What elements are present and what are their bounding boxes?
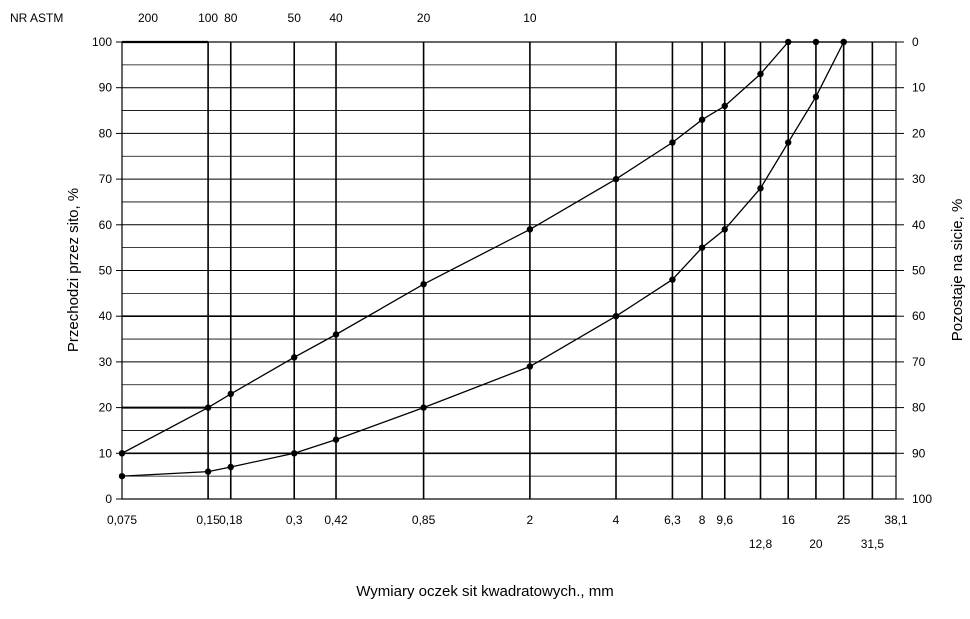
data-point (669, 139, 676, 146)
y-tick-label: 70 (99, 172, 113, 186)
data-point (291, 450, 298, 457)
y-tick-label: 20 (99, 401, 113, 415)
astm-tick-label: 20 (417, 11, 431, 25)
data-point (612, 175, 620, 183)
x-tick-label: 9,6 (716, 513, 733, 527)
data-point (757, 70, 764, 78)
x-tick-label: 12,8 (749, 537, 773, 551)
y2-tick-label: 30 (912, 172, 926, 186)
y-tick-label: 90 (99, 81, 113, 95)
y2-axis-title: Pozostaje na sicie, % (949, 199, 966, 342)
data-point (669, 276, 676, 283)
data-point (785, 38, 792, 46)
y-tick-label: 100 (92, 35, 112, 49)
y-tick-label: 0 (105, 492, 112, 506)
x-tick-label: 8 (699, 513, 706, 527)
x-tick-label: 0,18 (219, 513, 243, 527)
data-point (227, 463, 234, 471)
sieve-lines (207, 42, 874, 499)
astm-tick-label: 10 (523, 11, 537, 25)
y2-tick-label: 0 (912, 35, 919, 49)
astm-tick-label: 80 (224, 11, 238, 25)
y-tick-label: 50 (99, 264, 113, 278)
astm-tick-label: 50 (288, 11, 302, 25)
y2-tick-label: 100 (912, 492, 932, 506)
data-point (291, 354, 298, 361)
data-point (118, 472, 126, 480)
plot-frame (116, 41, 904, 500)
y2-tick-label: 40 (912, 218, 926, 232)
x-axis-title: Wymiary oczek sit kwadratowych., mm (356, 583, 614, 600)
x-tick-label: 4 (613, 513, 620, 527)
tick-labels: 0102030405060708090100100908070605040302… (92, 11, 932, 551)
y2-tick-label: 70 (912, 355, 926, 369)
data-point (332, 436, 340, 443)
x-tick-label: 25 (837, 513, 851, 527)
data-point (227, 390, 234, 398)
data-point (526, 363, 534, 370)
data-point (840, 38, 847, 46)
data-point (526, 226, 534, 233)
data-point (698, 116, 706, 123)
data-point (698, 244, 706, 251)
astm-tick-label: 100 (198, 11, 218, 25)
x-tick-label: 38,1 (884, 513, 908, 527)
x-tick-label: 20 (809, 537, 823, 551)
series-layer (118, 38, 847, 480)
x-tick-label: 0,85 (412, 513, 436, 527)
y2-tick-label: 90 (912, 446, 926, 460)
data-point (785, 139, 792, 146)
astm-tick-label: 200 (138, 11, 158, 25)
data-point (812, 38, 820, 46)
y-tick-label: 40 (99, 309, 113, 323)
data-point (332, 331, 340, 338)
astm-label: NR ASTM (10, 11, 63, 25)
data-point (204, 468, 212, 475)
data-point (204, 404, 212, 411)
data-point (612, 313, 620, 320)
x-tick-label: 0,15 (196, 513, 220, 527)
y-tick-label: 30 (99, 355, 113, 369)
x-tick-label: 0,3 (286, 513, 303, 527)
astm-tick-label: 40 (329, 11, 343, 25)
y-tick-label: 60 (99, 218, 113, 232)
x-tick-label: 16 (782, 513, 796, 527)
y2-tick-label: 60 (912, 309, 926, 323)
y-tick-label: 80 (99, 126, 113, 140)
data-point (420, 281, 427, 288)
data-point (721, 102, 728, 110)
y-tick-label: 10 (99, 446, 113, 460)
x-tick-label: 2 (527, 513, 534, 527)
x-tick-label: 31,5 (861, 537, 885, 551)
y2-tick-label: 80 (912, 401, 926, 415)
grid-lines (122, 40, 896, 477)
data-point (721, 226, 728, 233)
x-tick-label: 6,3 (664, 513, 681, 527)
x-tick-label: 0,075 (107, 513, 137, 527)
data-point (420, 404, 427, 411)
data-point (118, 450, 126, 457)
y2-tick-label: 50 (912, 264, 926, 278)
x-tick-label: 0,42 (324, 513, 348, 527)
y2-tick-label: 20 (912, 126, 926, 140)
data-point (812, 93, 820, 101)
data-point (757, 185, 764, 192)
y2-tick-label: 10 (912, 81, 926, 95)
y-axis-title: Przechodzi przez sito, % (65, 188, 82, 352)
